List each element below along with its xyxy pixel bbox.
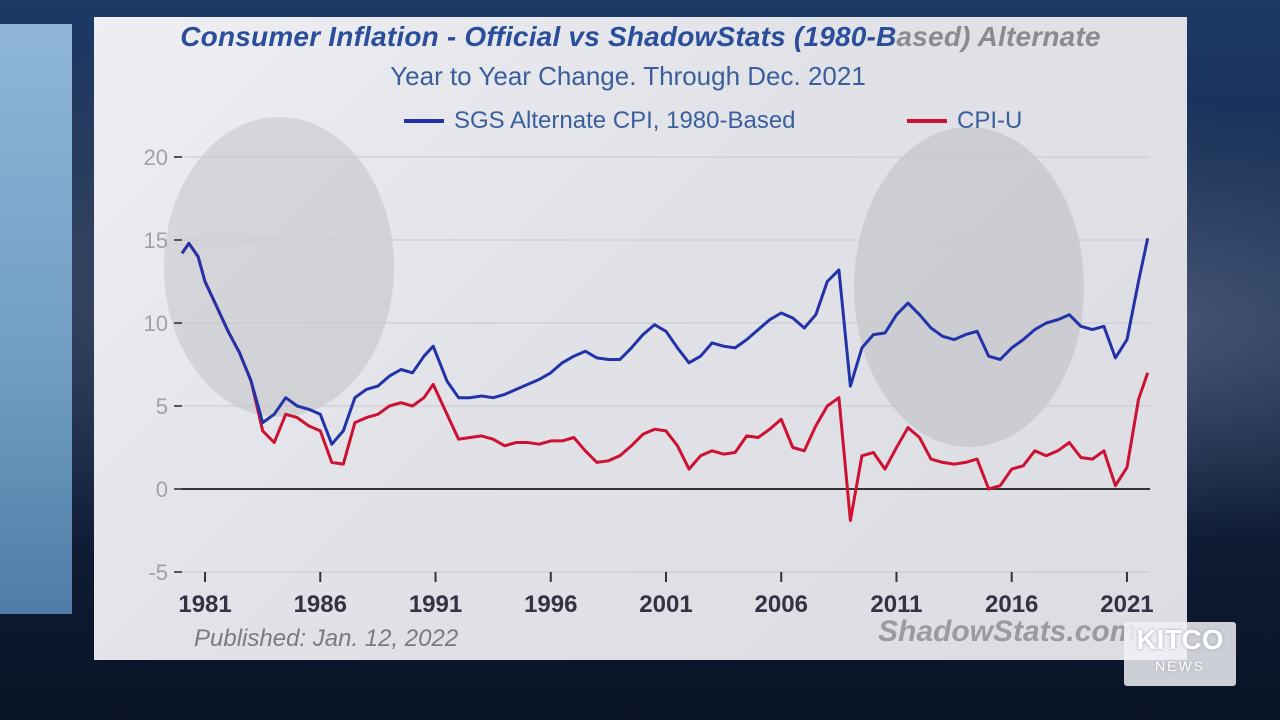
legend-label-cpi: CPI-U (957, 107, 1023, 134)
watermark-shadowstats: ShadowStats.com (878, 615, 1137, 648)
x-tick-label: 1981 (178, 591, 231, 618)
grid-layer (182, 156, 1150, 573)
chart-title: Consumer Inflation - Official vs ShadowS… (94, 21, 1187, 53)
y-tick-label: 15 (144, 228, 168, 253)
x-tick-label: 2011 (870, 591, 922, 618)
chart-title-cut: ased) Alternate (896, 21, 1101, 52)
chart-subtitle: Year to Year Change. Through Dec. 2021 (390, 61, 866, 91)
legend-swatch-sgs (404, 119, 444, 123)
x-axis-ticks: 1981 1986 1991 1996 2001 2006 2011 2016 2021 (178, 572, 1154, 618)
legend-swatch-cpi (907, 119, 947, 123)
y-tick-label: 0 (156, 477, 168, 502)
ghost-figure-right (854, 127, 1084, 447)
y-axis-ticks: 20 15 10 5 0 -5 (144, 145, 182, 585)
series-line-cpi (180, 241, 1150, 522)
logo-sub-text: NEWS (1155, 658, 1205, 674)
chart-panel: Consumer Inflation - Official vs ShadowS… (94, 17, 1187, 660)
series-layer (180, 237, 1150, 522)
legend-item-cpi: CPI-U (907, 107, 1022, 135)
x-tick-label: 2021 (1100, 591, 1153, 618)
published-date: Published: Jan. 12, 2022 (194, 625, 459, 652)
series-line-sgs (180, 237, 1150, 446)
chart-title-main: Consumer Inflation - Official vs ShadowS… (180, 21, 897, 52)
y-tick-label: -5 (148, 560, 168, 585)
x-tick-label: 1991 (409, 591, 462, 618)
x-tick-label: 2001 (639, 591, 692, 618)
x-tick-label: 1996 (524, 591, 577, 618)
logo-main-text: KITCO (1136, 624, 1224, 655)
x-tick-label: 1986 (294, 591, 347, 618)
video-window-left (0, 24, 72, 614)
legend-label-sgs: SGS Alternate CPI, 1980-Based (454, 107, 796, 134)
chart-plot: 20 15 10 5 0 -5 1981 1986 1991 1996 2001 2006 2011 2… (144, 145, 1154, 618)
y-tick-label: 10 (144, 311, 168, 336)
x-tick-label: 2006 (755, 591, 808, 618)
y-tick-label: 5 (156, 394, 168, 419)
y-tick-label: 20 (144, 145, 168, 170)
legend-item-sgs: SGS Alternate CPI, 1980-Based (404, 107, 796, 135)
kitco-news-logo: KITCO NEWS (1124, 622, 1236, 686)
x-tick-label: 2016 (985, 591, 1038, 618)
